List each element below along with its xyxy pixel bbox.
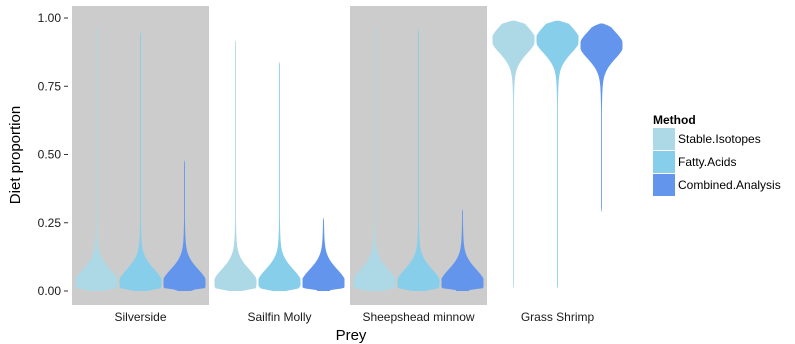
x-tick-label: Sheepshead minnow: [362, 310, 474, 324]
legend-label: Combined.Analysis: [678, 178, 781, 192]
violin-fatty-acids-grass-shrimp: [536, 20, 579, 289]
violin-combined-analysis-sailfin-molly: [302, 217, 345, 291]
x-tick-label: Silverside: [114, 310, 166, 324]
violin-combined-analysis-sheepshead-minnow: [441, 209, 484, 291]
violin-stable-isotopes-grass-shrimp: [492, 20, 535, 289]
legend-key-stable-isotopes: [653, 128, 675, 150]
violin-stable-isotopes-sheepshead-minnow: [353, 26, 396, 291]
legend-key-fatty-acids: [653, 151, 675, 173]
x-tick-label: Sailfin Molly: [247, 310, 311, 324]
y-axis: 0.00 0.25 0.50 0.75 1.00: [38, 11, 68, 298]
violin-combined-analysis-silverside: [163, 159, 206, 291]
y-tick-label: 0.00: [38, 284, 62, 298]
y-tick-label: 0.75: [38, 79, 62, 93]
x-axis-title: Prey: [336, 327, 367, 344]
violin-fatty-acids-sailfin-molly: [258, 61, 301, 292]
x-axis: Silverside Sailfin Molly Sheepshead minnow…: [114, 310, 594, 324]
x-tick-label: Grass Shrimp: [521, 310, 595, 324]
legend-key-combined-analysis: [653, 174, 675, 196]
y-tick-label: 0.25: [38, 216, 62, 230]
y-axis-title: Diet proportion: [7, 106, 24, 204]
y-tick-label: 0.50: [38, 148, 62, 162]
violin-stable-isotopes-silverside: [75, 26, 118, 291]
legend: Method Stable.Isotopes Fatty.Acids Combine…: [653, 113, 781, 196]
violin-fatty-acids-sheepshead-minnow: [397, 28, 440, 291]
violin-stable-isotopes-sailfin-molly: [214, 39, 257, 292]
legend-label: Fatty.Acids: [678, 155, 736, 169]
violin-layer: [75, 20, 623, 292]
legend-label: Stable.Isotopes: [678, 132, 761, 146]
y-tick-label: 1.00: [38, 11, 62, 25]
violin-fatty-acids-silverside: [119, 31, 162, 292]
legend-title: Method: [653, 113, 696, 127]
violin-combined-analysis-grass-shrimp: [580, 23, 623, 212]
